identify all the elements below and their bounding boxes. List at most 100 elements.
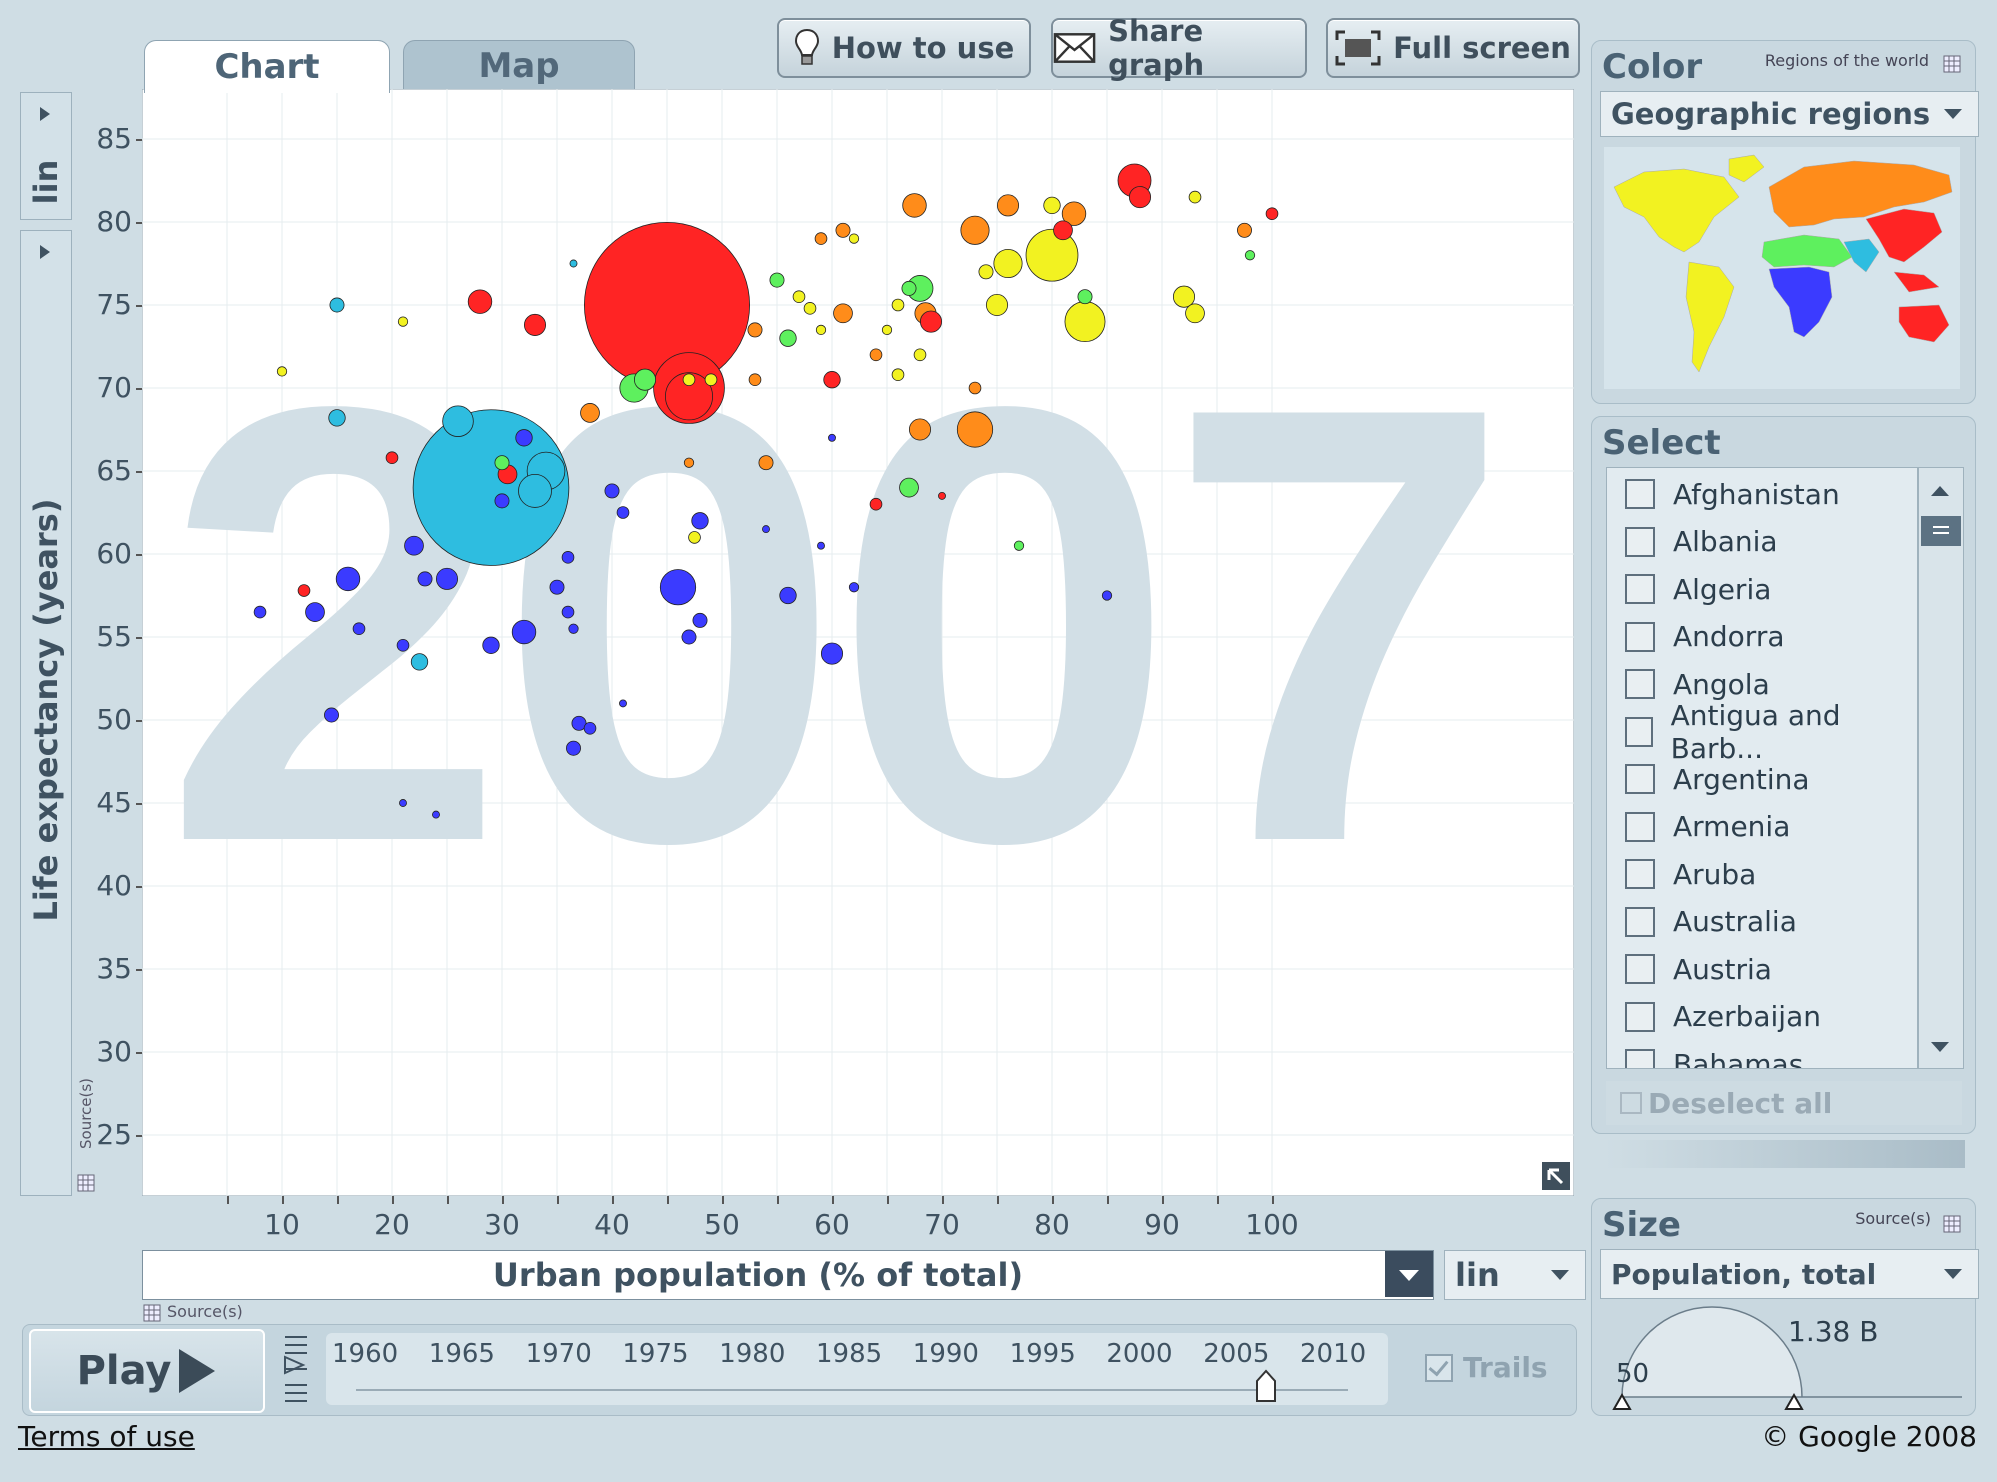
country-bubble[interactable] — [815, 324, 827, 336]
country-checkbox[interactable] — [1625, 764, 1655, 794]
terms-of-use-link[interactable]: Terms of use — [18, 1420, 195, 1453]
country-checkbox[interactable] — [1625, 526, 1655, 557]
year-timeline[interactable]: 1960 1965 1970 1975 1980 1985 1990 1995 2000 2005… — [326, 1333, 1388, 1405]
country-bubble[interactable] — [968, 381, 982, 395]
country-bubble[interactable] — [835, 222, 851, 238]
x-axis-dropdown-icon[interactable] — [1385, 1251, 1433, 1297]
country-bubble[interactable] — [848, 582, 860, 593]
timeline-year-label[interactable]: 1980 — [719, 1339, 786, 1369]
country-bubble[interactable] — [659, 569, 697, 606]
country-bubble[interactable] — [1064, 301, 1106, 343]
country-bubble[interactable] — [633, 368, 657, 391]
country-bubble[interactable] — [329, 297, 345, 313]
timeline-year-label[interactable]: 1985 — [816, 1339, 883, 1369]
country-bubble[interactable] — [1244, 250, 1256, 261]
country-bubble[interactable] — [1043, 196, 1061, 215]
country-bubble[interactable] — [938, 491, 946, 500]
country-bubble[interactable] — [511, 619, 537, 645]
world-regions-map[interactable] — [1604, 147, 1960, 389]
country-bubble[interactable] — [1101, 590, 1113, 601]
country-bubble[interactable] — [569, 259, 578, 268]
timeline-year-label[interactable]: 2000 — [1106, 1339, 1173, 1369]
country-bubble[interactable] — [352, 622, 366, 635]
country-bubble[interactable] — [704, 373, 718, 387]
x-axis-data-table-icon[interactable] — [143, 1304, 161, 1322]
country-bubble[interactable] — [399, 799, 407, 807]
country-bubble[interactable] — [583, 721, 597, 735]
country-bubble[interactable] — [691, 512, 709, 530]
country-list-item[interactable]: Angola — [1625, 662, 1770, 706]
country-bubble[interactable] — [442, 405, 474, 437]
country-bubble[interactable] — [848, 233, 860, 244]
country-bubble[interactable] — [1185, 303, 1205, 324]
speed-control-icon[interactable] — [281, 1331, 311, 1407]
bubble-layer[interactable] — [253, 163, 1279, 819]
country-list-item[interactable]: Afghanistan — [1625, 472, 1840, 516]
country-bubble[interactable] — [616, 506, 630, 519]
country-list-item[interactable]: Bahamas — [1625, 1042, 1803, 1068]
country-bubble[interactable] — [913, 348, 927, 362]
country-bubble[interactable] — [467, 289, 493, 314]
country-list-item[interactable]: Aruba — [1625, 852, 1756, 896]
country-checkbox[interactable] — [1625, 574, 1655, 604]
country-bubble[interactable] — [1025, 228, 1079, 282]
scroll-up-icon[interactable] — [1931, 486, 1949, 496]
country-bubble[interactable] — [985, 293, 1009, 317]
country-bubble[interactable] — [328, 409, 346, 427]
country-bubble[interactable] — [397, 316, 409, 327]
country-bubble[interactable] — [956, 411, 994, 448]
country-bubble[interactable] — [1077, 289, 1093, 305]
timeline-year-label[interactable]: 2010 — [1300, 1339, 1367, 1369]
country-bubble[interactable] — [978, 264, 994, 280]
country-bubble[interactable] — [324, 707, 339, 723]
country-bubble[interactable] — [779, 329, 797, 347]
trails-toggle[interactable]: Trails — [1425, 1351, 1548, 1384]
country-bubble[interactable] — [881, 324, 893, 336]
country-bubble[interactable] — [688, 531, 701, 544]
timeline-year-label[interactable]: 2005 — [1203, 1339, 1270, 1369]
size-source-label[interactable]: Source(s) — [1855, 1209, 1931, 1228]
country-bubble[interactable] — [297, 584, 311, 597]
country-list-item[interactable]: Armenia — [1625, 805, 1790, 849]
country-bubble[interactable] — [1265, 207, 1279, 220]
x-axis-source-label[interactable]: Source(s) — [167, 1302, 243, 1321]
country-bubble[interactable] — [692, 612, 708, 628]
country-bubble[interactable] — [869, 497, 883, 511]
zoom-corner-icon[interactable] — [1542, 1162, 1570, 1190]
country-bubble[interactable] — [762, 525, 770, 534]
timeline-year-label[interactable]: 1990 — [912, 1339, 979, 1369]
share-graph-button[interactable]: Share graph — [1051, 14, 1307, 82]
full-screen-button[interactable]: Full screen — [1326, 18, 1580, 78]
country-bubble[interactable] — [1013, 540, 1025, 551]
country-bubble[interactable] — [482, 636, 500, 654]
country-list-item[interactable]: Albania — [1625, 520, 1778, 564]
country-checkbox[interactable] — [1625, 669, 1655, 699]
scroll-thumb[interactable] — [1921, 516, 1961, 546]
country-bubble[interactable] — [604, 483, 620, 499]
country-bubble[interactable] — [993, 248, 1023, 279]
country-bubble[interactable] — [417, 571, 433, 587]
country-bubble[interactable] — [432, 810, 440, 819]
year-slider-handle[interactable] — [1255, 1369, 1277, 1403]
bubble-chart[interactable]: 2007 — [142, 89, 1574, 1196]
tab-map[interactable]: Map — [403, 40, 635, 91]
color-data-table-icon[interactable] — [1943, 55, 1961, 73]
country-bubble[interactable] — [891, 368, 905, 382]
country-bubble[interactable] — [494, 455, 510, 471]
country-list-item[interactable]: Algeria — [1625, 567, 1771, 611]
country-list-item[interactable]: Antigua and Barb... — [1625, 699, 1917, 765]
country-list-item[interactable]: Azerbaijan — [1625, 995, 1821, 1039]
country-bubble[interactable] — [412, 409, 570, 566]
country-bubble[interactable] — [960, 215, 990, 245]
country-checkbox[interactable] — [1625, 1001, 1655, 1032]
y-axis-data-table-icon[interactable] — [77, 1174, 95, 1192]
y-axis-selector[interactable]: Life expectancy (years) — [20, 230, 72, 1196]
how-to-use-button[interactable]: How to use — [777, 18, 1031, 78]
country-bubble[interactable] — [1172, 285, 1196, 308]
country-bubble[interactable] — [792, 290, 806, 304]
country-bubble[interactable] — [305, 602, 325, 622]
country-bubble[interactable] — [523, 313, 547, 336]
country-bubble[interactable] — [758, 455, 774, 471]
country-checkbox[interactable] — [1625, 811, 1655, 842]
country-bubble[interactable] — [683, 457, 695, 468]
